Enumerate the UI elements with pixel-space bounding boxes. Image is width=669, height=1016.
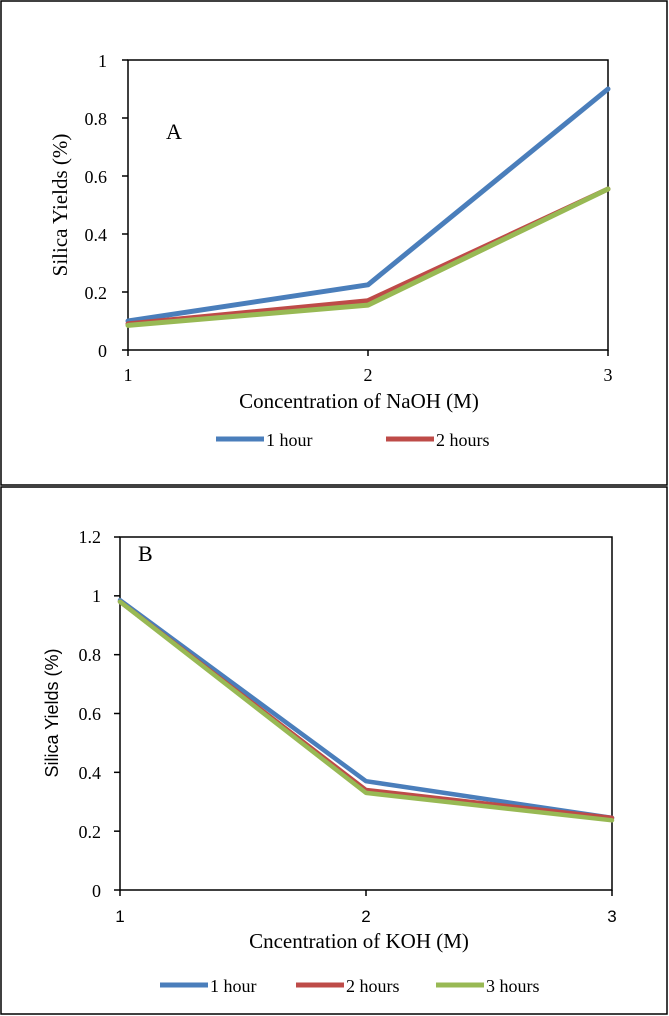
panel-b-x-tick-labels: 1 2 3 xyxy=(115,907,616,926)
y-tick-label: 1 xyxy=(92,586,101,606)
panel-b-series xyxy=(117,597,615,823)
y-tick-label: 1.2 xyxy=(79,527,102,547)
panel-b-legend: 1 hour 2 hours 3 hours xyxy=(160,976,540,996)
panel-a-label: A xyxy=(166,119,182,144)
legend-label-2-hours: 2 hours xyxy=(346,976,400,996)
y-tick-label: 0.2 xyxy=(85,283,108,303)
panel-b-plot-area xyxy=(119,536,613,891)
y-tick-label: 0.8 xyxy=(79,645,102,665)
x-tick-label: 2 xyxy=(364,365,373,385)
y-tick-label: 0 xyxy=(92,881,101,901)
series-line-1-hour xyxy=(125,86,611,324)
y-tick-label: 0.4 xyxy=(79,763,102,783)
y-tick-label: 0.4 xyxy=(85,225,108,245)
legend-label-3-hours: 3 hours xyxy=(486,976,540,996)
panel-a-legend: 1 hour 2 hours xyxy=(216,430,490,450)
panel-a-y-axis-title: Silica Yields (%) xyxy=(48,134,72,277)
legend-label-2-hours: 2 hours xyxy=(436,430,490,450)
panel-b-y-tick-labels: 0 0.2 0.4 0.6 0.8 1 1.2 xyxy=(79,527,102,901)
series-line-3-hours xyxy=(117,599,615,823)
x-tick-label: 1 xyxy=(115,907,124,926)
y-tick-label: 0.2 xyxy=(79,822,102,842)
panel-a: A 0 0.2 0.4 0.6 0.8 1 1 2 3 Silica Yield… xyxy=(0,0,668,486)
panel-b-y-axis-title: Silica Yields (%) xyxy=(42,648,62,777)
panel-b-frame xyxy=(0,486,668,1015)
panel-b-tick-marks xyxy=(114,536,613,896)
panel-a-tick-marks xyxy=(122,59,609,356)
legend-label-1-hour: 1 hour xyxy=(210,976,257,996)
panel-a-y-tick-labels: 0 0.2 0.4 0.6 0.8 1 xyxy=(85,51,108,361)
panel-b-x-axis-title: Cncentration of KOH (M) xyxy=(249,929,469,953)
legend-label-1-hour: 1 hour xyxy=(266,430,313,450)
series-line-1-hour xyxy=(117,597,615,821)
y-tick-label: 0 xyxy=(98,341,107,361)
panel-b-label: B xyxy=(138,541,153,566)
y-tick-label: 0.8 xyxy=(85,109,108,129)
x-tick-label: 3 xyxy=(607,907,616,926)
y-tick-label: 1 xyxy=(98,51,107,71)
x-tick-label: 1 xyxy=(124,365,133,385)
panel-a-x-tick-labels: 1 2 3 xyxy=(124,365,613,385)
panel-a-series xyxy=(125,86,611,328)
x-tick-label: 3 xyxy=(604,365,613,385)
panel-a-frame xyxy=(0,0,668,486)
panel-b: B 0 0.2 0.4 0.6 0.8 1 1.2 1 2 3 Silica Y… xyxy=(0,486,668,1015)
y-tick-label: 0.6 xyxy=(79,704,102,724)
x-tick-label: 2 xyxy=(361,907,370,926)
panel-a-x-axis-title: Concentration of NaOH (M) xyxy=(239,389,479,413)
y-tick-label: 0.6 xyxy=(85,167,108,187)
series-line-unlabeled-2 xyxy=(125,186,611,328)
series-line-2-hours xyxy=(117,599,615,821)
